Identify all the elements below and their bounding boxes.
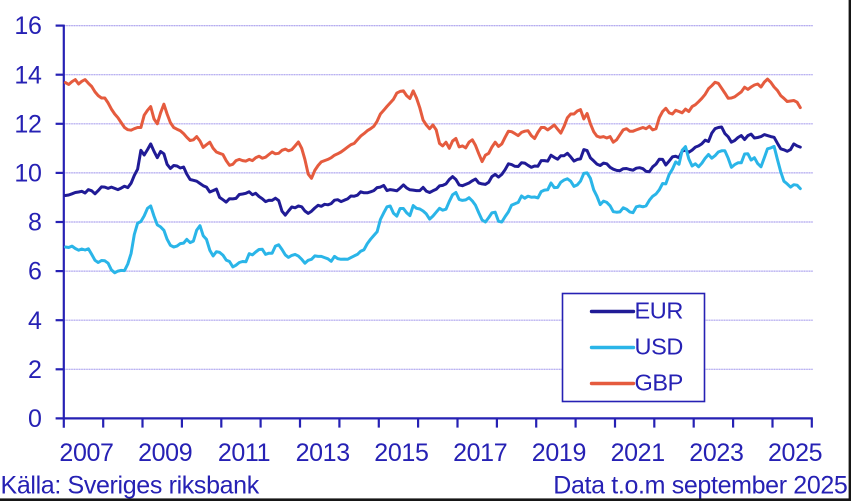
svg-text:4: 4 bbox=[28, 307, 42, 335]
svg-text:GBP: GBP bbox=[635, 370, 683, 396]
svg-text:8: 8 bbox=[28, 209, 42, 237]
svg-text:10: 10 bbox=[14, 160, 41, 188]
svg-text:2011: 2011 bbox=[218, 439, 270, 467]
svg-text:16: 16 bbox=[14, 12, 41, 40]
svg-text:EUR: EUR bbox=[635, 298, 683, 324]
svg-text:2025: 2025 bbox=[768, 439, 822, 467]
svg-text:2015: 2015 bbox=[374, 439, 428, 467]
svg-text:14: 14 bbox=[14, 61, 42, 89]
svg-text:USD: USD bbox=[635, 334, 683, 360]
svg-text:2: 2 bbox=[28, 356, 42, 384]
svg-text:12: 12 bbox=[14, 110, 41, 138]
svg-text:2019: 2019 bbox=[532, 439, 586, 467]
svg-text:Data t.o.m september 2025: Data t.o.m september 2025 bbox=[553, 472, 847, 500]
svg-text:2017: 2017 bbox=[453, 439, 507, 467]
svg-text:2013: 2013 bbox=[296, 439, 350, 467]
svg-text:Källa: Sveriges riksbank: Källa: Sveriges riksbank bbox=[1, 472, 260, 500]
svg-text:2023: 2023 bbox=[689, 439, 743, 467]
svg-text:2009: 2009 bbox=[138, 439, 192, 467]
svg-text:0: 0 bbox=[28, 405, 42, 433]
svg-text:6: 6 bbox=[28, 258, 42, 286]
svg-text:2007: 2007 bbox=[59, 439, 113, 467]
svg-text:2021: 2021 bbox=[611, 439, 665, 467]
